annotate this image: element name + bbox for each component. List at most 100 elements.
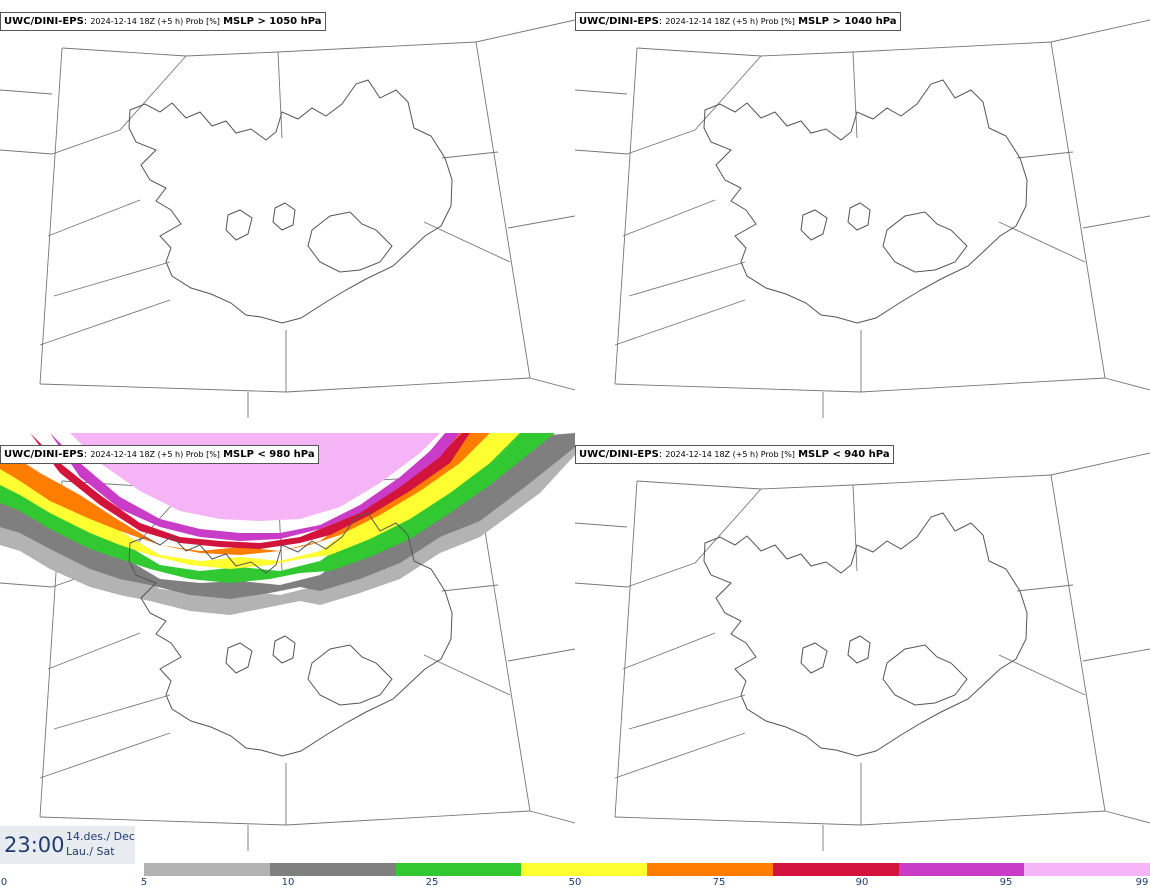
- glacier-outline: [800, 209, 828, 241]
- graticule-line: [47, 632, 141, 670]
- graticule-line: [61, 47, 187, 57]
- graticule-line: [628, 694, 746, 730]
- colorbar-segment-3: [395, 863, 522, 876]
- graticule-line: [0, 55, 187, 155]
- glacier-outline: [307, 644, 393, 706]
- graticule-line: [1050, 474, 1106, 812]
- graticule-line: [423, 654, 511, 696]
- glacier-outline: [882, 211, 968, 273]
- graticule-line: [575, 55, 762, 155]
- graticule-line: [277, 51, 283, 139]
- graticule-line: [529, 810, 575, 824]
- graticule-line: [614, 299, 746, 346]
- graticule-line: [47, 199, 141, 237]
- probability-band-6: [30, 433, 470, 549]
- colorbar-segment-7: [898, 863, 1025, 876]
- colorbar-segment-5: [647, 863, 773, 876]
- graticule-line: [1050, 452, 1150, 476]
- field-name: MSLP > 1050 hPa: [223, 16, 322, 27]
- graticule-line: [622, 632, 716, 670]
- glacier-outline: [225, 642, 253, 674]
- graticule-line: [53, 261, 171, 297]
- colorbar-segment-4: [521, 863, 647, 876]
- colorbar-tick-label: 75: [712, 877, 726, 888]
- graticule-line: [760, 474, 1052, 490]
- colorbar-tick-label: 50: [568, 877, 582, 888]
- panel-label: UWC/DINI-EPS: 2024-12-14 18Z (+5 h) Prob…: [0, 445, 319, 464]
- panel-label: UWC/DINI-EPS: 2024-12-14 18Z (+5 h) Prob…: [0, 12, 326, 31]
- map-canvas: [0, 19, 575, 418]
- field-name: MSLP < 940 hPa: [798, 449, 890, 460]
- graticule-line: [575, 522, 628, 528]
- run-info: 2024-12-14 18Z (+5 h) Prob [%]: [665, 17, 795, 26]
- graticule-line: [507, 648, 575, 662]
- model-name: UWC/DINI-EPS: [4, 449, 84, 460]
- colorbar-segment-8: [1024, 863, 1150, 876]
- graticule-line: [998, 221, 1086, 263]
- iceland-coastline: [128, 512, 453, 757]
- colorbar-tick-label: 5: [140, 877, 148, 888]
- graticule-line: [1016, 584, 1074, 592]
- graticule-line: [0, 89, 53, 95]
- graticule-line: [39, 299, 171, 346]
- graticule-line: [852, 51, 858, 139]
- graticule-line: [614, 377, 1106, 393]
- graticule-line: [507, 215, 575, 229]
- graticule-line: [441, 151, 499, 159]
- graticule-line: [1050, 19, 1150, 43]
- panel-label: UWC/DINI-EPS: 2024-12-14 18Z (+5 h) Prob…: [575, 445, 894, 464]
- field-name: MSLP > 1040 hPa: [798, 16, 897, 27]
- valid-date: 14.des./ Dec: [66, 830, 135, 843]
- graticule-line: [475, 19, 575, 43]
- panel-label: UWC/DINI-EPS: 2024-12-14 18Z (+5 h) Prob…: [575, 12, 901, 31]
- glacier-outline: [225, 209, 253, 241]
- graticule-line: [636, 480, 762, 490]
- map-canvas: [575, 19, 1150, 418]
- graticule-line: [475, 41, 531, 379]
- graticule-line: [1016, 151, 1074, 159]
- glacier-outline: [272, 202, 296, 231]
- valid-weekday: Lau./ Sat: [66, 845, 115, 858]
- graticule-line: [852, 484, 858, 572]
- glacier-outline: [847, 635, 871, 664]
- graticule-line: [614, 732, 746, 779]
- iceland-coastline: [703, 512, 1028, 757]
- field-name: MSLP < 980 hPa: [223, 449, 315, 460]
- graticule-line: [628, 261, 746, 297]
- colorbar-tick-label: 10: [281, 877, 295, 888]
- map-canvas: [0, 433, 575, 851]
- graticule-line: [423, 221, 511, 263]
- graticule-line: [998, 654, 1086, 696]
- graticule-line: [39, 732, 171, 779]
- graticule-line: [575, 89, 628, 95]
- colorbar-tick-label: 25: [425, 877, 439, 888]
- map-panel-3: UWC/DINI-EPS: 2024-12-14 18Z (+5 h) Prob…: [0, 433, 575, 851]
- probability-band-7: [50, 433, 460, 541]
- map-panel-1: UWC/DINI-EPS: 2024-12-14 18Z (+5 h) Prob…: [0, 0, 575, 418]
- iceland-coastline: [703, 79, 1028, 324]
- graticule-line: [575, 488, 762, 588]
- map-panel-4: UWC/DINI-EPS: 2024-12-14 18Z (+5 h) Prob…: [575, 433, 1150, 851]
- graticule-line: [39, 47, 63, 385]
- graticule-line: [441, 584, 499, 592]
- graticule-line: [622, 199, 716, 237]
- colorbar-tick-label: 99: [1135, 877, 1149, 888]
- run-info: 2024-12-14 18Z (+5 h) Prob [%]: [90, 17, 220, 26]
- colorbar-segment-6: [772, 863, 899, 876]
- colorbar-tick-label: 90: [855, 877, 869, 888]
- colorbar-segment-2: [269, 863, 396, 876]
- graticule-line: [53, 694, 171, 730]
- glacier-outline: [847, 202, 871, 231]
- graticule-line: [614, 480, 638, 818]
- graticule-line: [39, 377, 531, 393]
- probability-colorbar: [144, 863, 1150, 876]
- graticule-line: [185, 41, 477, 57]
- glacier-outline: [272, 635, 296, 664]
- graticule-line: [1082, 648, 1150, 662]
- glacier-outline: [307, 211, 393, 273]
- map-canvas: [575, 452, 1150, 851]
- valid-time-box: 23:00 14.des./ Dec Lau./ Sat: [0, 826, 135, 864]
- graticule-line: [760, 41, 1052, 57]
- glacier-outline: [882, 644, 968, 706]
- graticule-line: [614, 810, 1106, 826]
